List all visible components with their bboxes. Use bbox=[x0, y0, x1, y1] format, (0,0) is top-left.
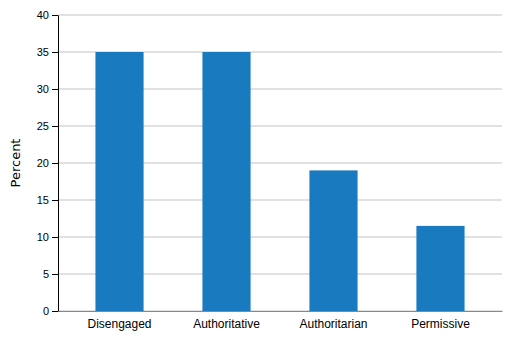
x-tick: Disengaged bbox=[87, 311, 151, 331]
bar bbox=[95, 52, 143, 311]
chart-svg: Disengaged Authoritative Authoritarian Perm… bbox=[0, 0, 517, 346]
bar bbox=[202, 52, 250, 311]
x-tick-label: Authoritarian bbox=[299, 317, 367, 331]
y-tick-mark bbox=[52, 311, 58, 312]
y-tick-label: 20 bbox=[37, 157, 49, 169]
y-tick-label: 5 bbox=[43, 268, 49, 280]
y-tick-mark bbox=[52, 274, 58, 275]
chart-container: Disengaged Authoritative Authoritarian Perm… bbox=[0, 0, 517, 346]
x-tick: Permissive bbox=[411, 311, 470, 331]
y-tick: 5 bbox=[43, 268, 58, 280]
grid bbox=[58, 15, 502, 311]
y-tick-label: 15 bbox=[37, 194, 49, 206]
x-tick: Authoritarian bbox=[299, 311, 367, 331]
bar bbox=[416, 226, 464, 311]
y-axis: 0 5 10 15 20 25 30 35 40 bbox=[37, 9, 59, 317]
x-tick-label: Disengaged bbox=[87, 317, 151, 331]
x-axis: Disengaged Authoritative Authoritarian Perm… bbox=[59, 311, 503, 331]
y-tick-label: 0 bbox=[43, 305, 49, 317]
y-tick: 40 bbox=[37, 9, 58, 21]
y-tick: 10 bbox=[37, 231, 58, 243]
x-tick: Authoritative bbox=[193, 311, 260, 331]
y-tick-mark bbox=[52, 126, 58, 127]
y-tick: 0 bbox=[43, 305, 58, 317]
x-tick-label: Permissive bbox=[411, 317, 470, 331]
y-tick-mark bbox=[52, 89, 58, 90]
y-tick-mark bbox=[52, 15, 58, 16]
y-tick-mark bbox=[52, 52, 58, 53]
y-tick-label: 10 bbox=[37, 231, 49, 243]
y-tick: 35 bbox=[37, 46, 58, 58]
y-axis-line bbox=[58, 16, 59, 312]
y-tick: 15 bbox=[37, 194, 58, 206]
grid-line bbox=[58, 15, 502, 16]
y-tick-mark bbox=[52, 163, 58, 164]
x-tick-label: Authoritative bbox=[193, 317, 260, 331]
bars bbox=[95, 52, 464, 311]
y-tick-label: 40 bbox=[37, 9, 49, 21]
y-axis-title: Percent bbox=[8, 139, 23, 188]
plot: Disengaged Authoritative Authoritarian Perm… bbox=[37, 9, 503, 331]
bar bbox=[309, 170, 357, 311]
y-tick: 25 bbox=[37, 120, 58, 132]
x-axis-line bbox=[59, 311, 503, 312]
y-tick: 30 bbox=[37, 83, 58, 95]
y-tick-label: 35 bbox=[37, 46, 49, 58]
y-tick: 20 bbox=[37, 157, 58, 169]
y-tick-label: 25 bbox=[37, 120, 49, 132]
y-tick-mark bbox=[52, 237, 58, 238]
y-tick-mark bbox=[52, 200, 58, 201]
y-tick-label: 30 bbox=[37, 83, 49, 95]
